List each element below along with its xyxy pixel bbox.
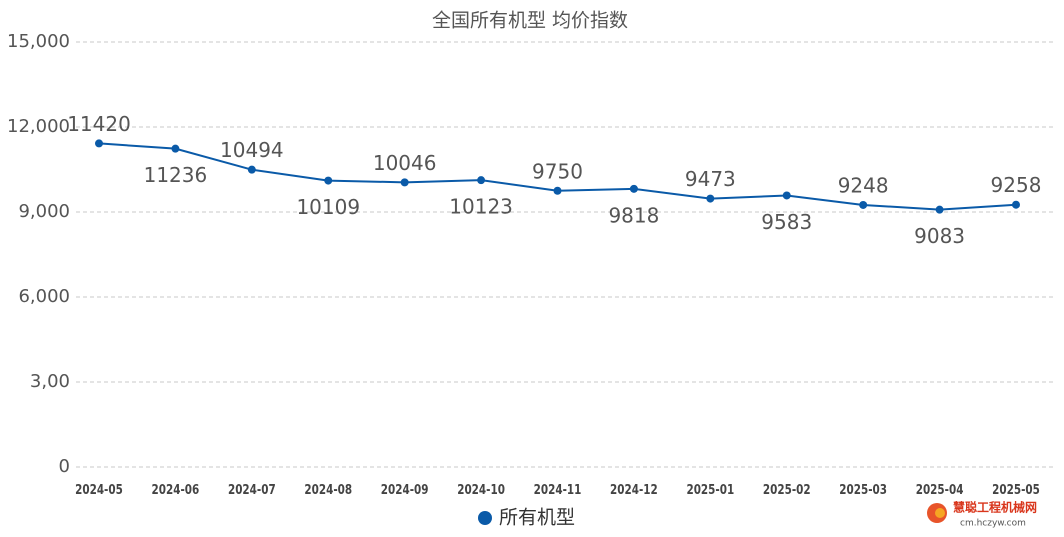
data-label: 9583 — [761, 210, 812, 234]
point — [400, 178, 409, 187]
data-label: 10123 — [449, 195, 513, 219]
y-tick-label: 15,000 — [7, 31, 70, 52]
point — [859, 200, 868, 209]
x-tick-label: 2024-09 — [381, 482, 429, 497]
data-label: 10494 — [220, 138, 284, 162]
point — [553, 186, 562, 195]
data-label: 10109 — [296, 195, 360, 219]
point — [171, 144, 180, 153]
data-label: 11420 — [67, 112, 131, 136]
legend-label: 所有机型 — [499, 507, 575, 529]
point — [324, 176, 333, 185]
data-label: 11236 — [144, 163, 208, 187]
y-tick-label: 9,000 — [18, 201, 70, 222]
point — [95, 139, 103, 148]
y-tick-label: 0 — [59, 456, 70, 477]
x-tick-label: 2025-03 — [839, 482, 887, 497]
x-tick-label: 2024-10 — [457, 482, 505, 497]
y-tick-label: 3,00 — [30, 371, 70, 392]
data-label: 9083 — [914, 224, 965, 248]
watermark-name: 慧聪工程机械网 — [953, 500, 1037, 515]
x-tick-label: 2025-05 — [992, 482, 1040, 497]
data-label: 9258 — [991, 173, 1042, 197]
watermark: 慧聪工程机械网 cm.hczyw.com — [927, 500, 1037, 529]
point — [247, 165, 256, 174]
chart-title: 全国所有机型 均价指数 — [432, 10, 628, 32]
point — [629, 184, 638, 193]
point — [935, 205, 944, 214]
x-tick-label: 2024-12 — [610, 482, 658, 497]
point — [782, 191, 791, 200]
legend-marker — [478, 511, 492, 525]
data-label: 9248 — [838, 173, 889, 197]
data-label: 10046 — [373, 151, 437, 175]
x-tick-label: 2024-05 — [75, 482, 123, 497]
watermark-url: cm.hczyw.com — [960, 519, 1026, 529]
x-tick-label: 2025-02 — [763, 482, 811, 497]
x-tick-label: 2024-06 — [152, 482, 200, 497]
x-tick-label: 2024-08 — [304, 482, 352, 497]
data-label: 9750 — [532, 159, 583, 183]
x-tick-label: 2025-01 — [686, 482, 734, 497]
point — [477, 176, 486, 185]
y-tick-label: 6,000 — [18, 286, 70, 307]
data-label: 9818 — [608, 203, 659, 227]
watermark-icon — [935, 508, 945, 518]
x-tick-label: 2024-07 — [228, 482, 276, 497]
y-tick-label: 12,000 — [7, 116, 70, 137]
x-tick-label: 2025-04 — [916, 482, 964, 497]
point — [706, 194, 715, 203]
point — [1012, 200, 1020, 209]
x-tick-label: 2024-11 — [534, 482, 582, 497]
data-label: 9473 — [685, 167, 736, 191]
